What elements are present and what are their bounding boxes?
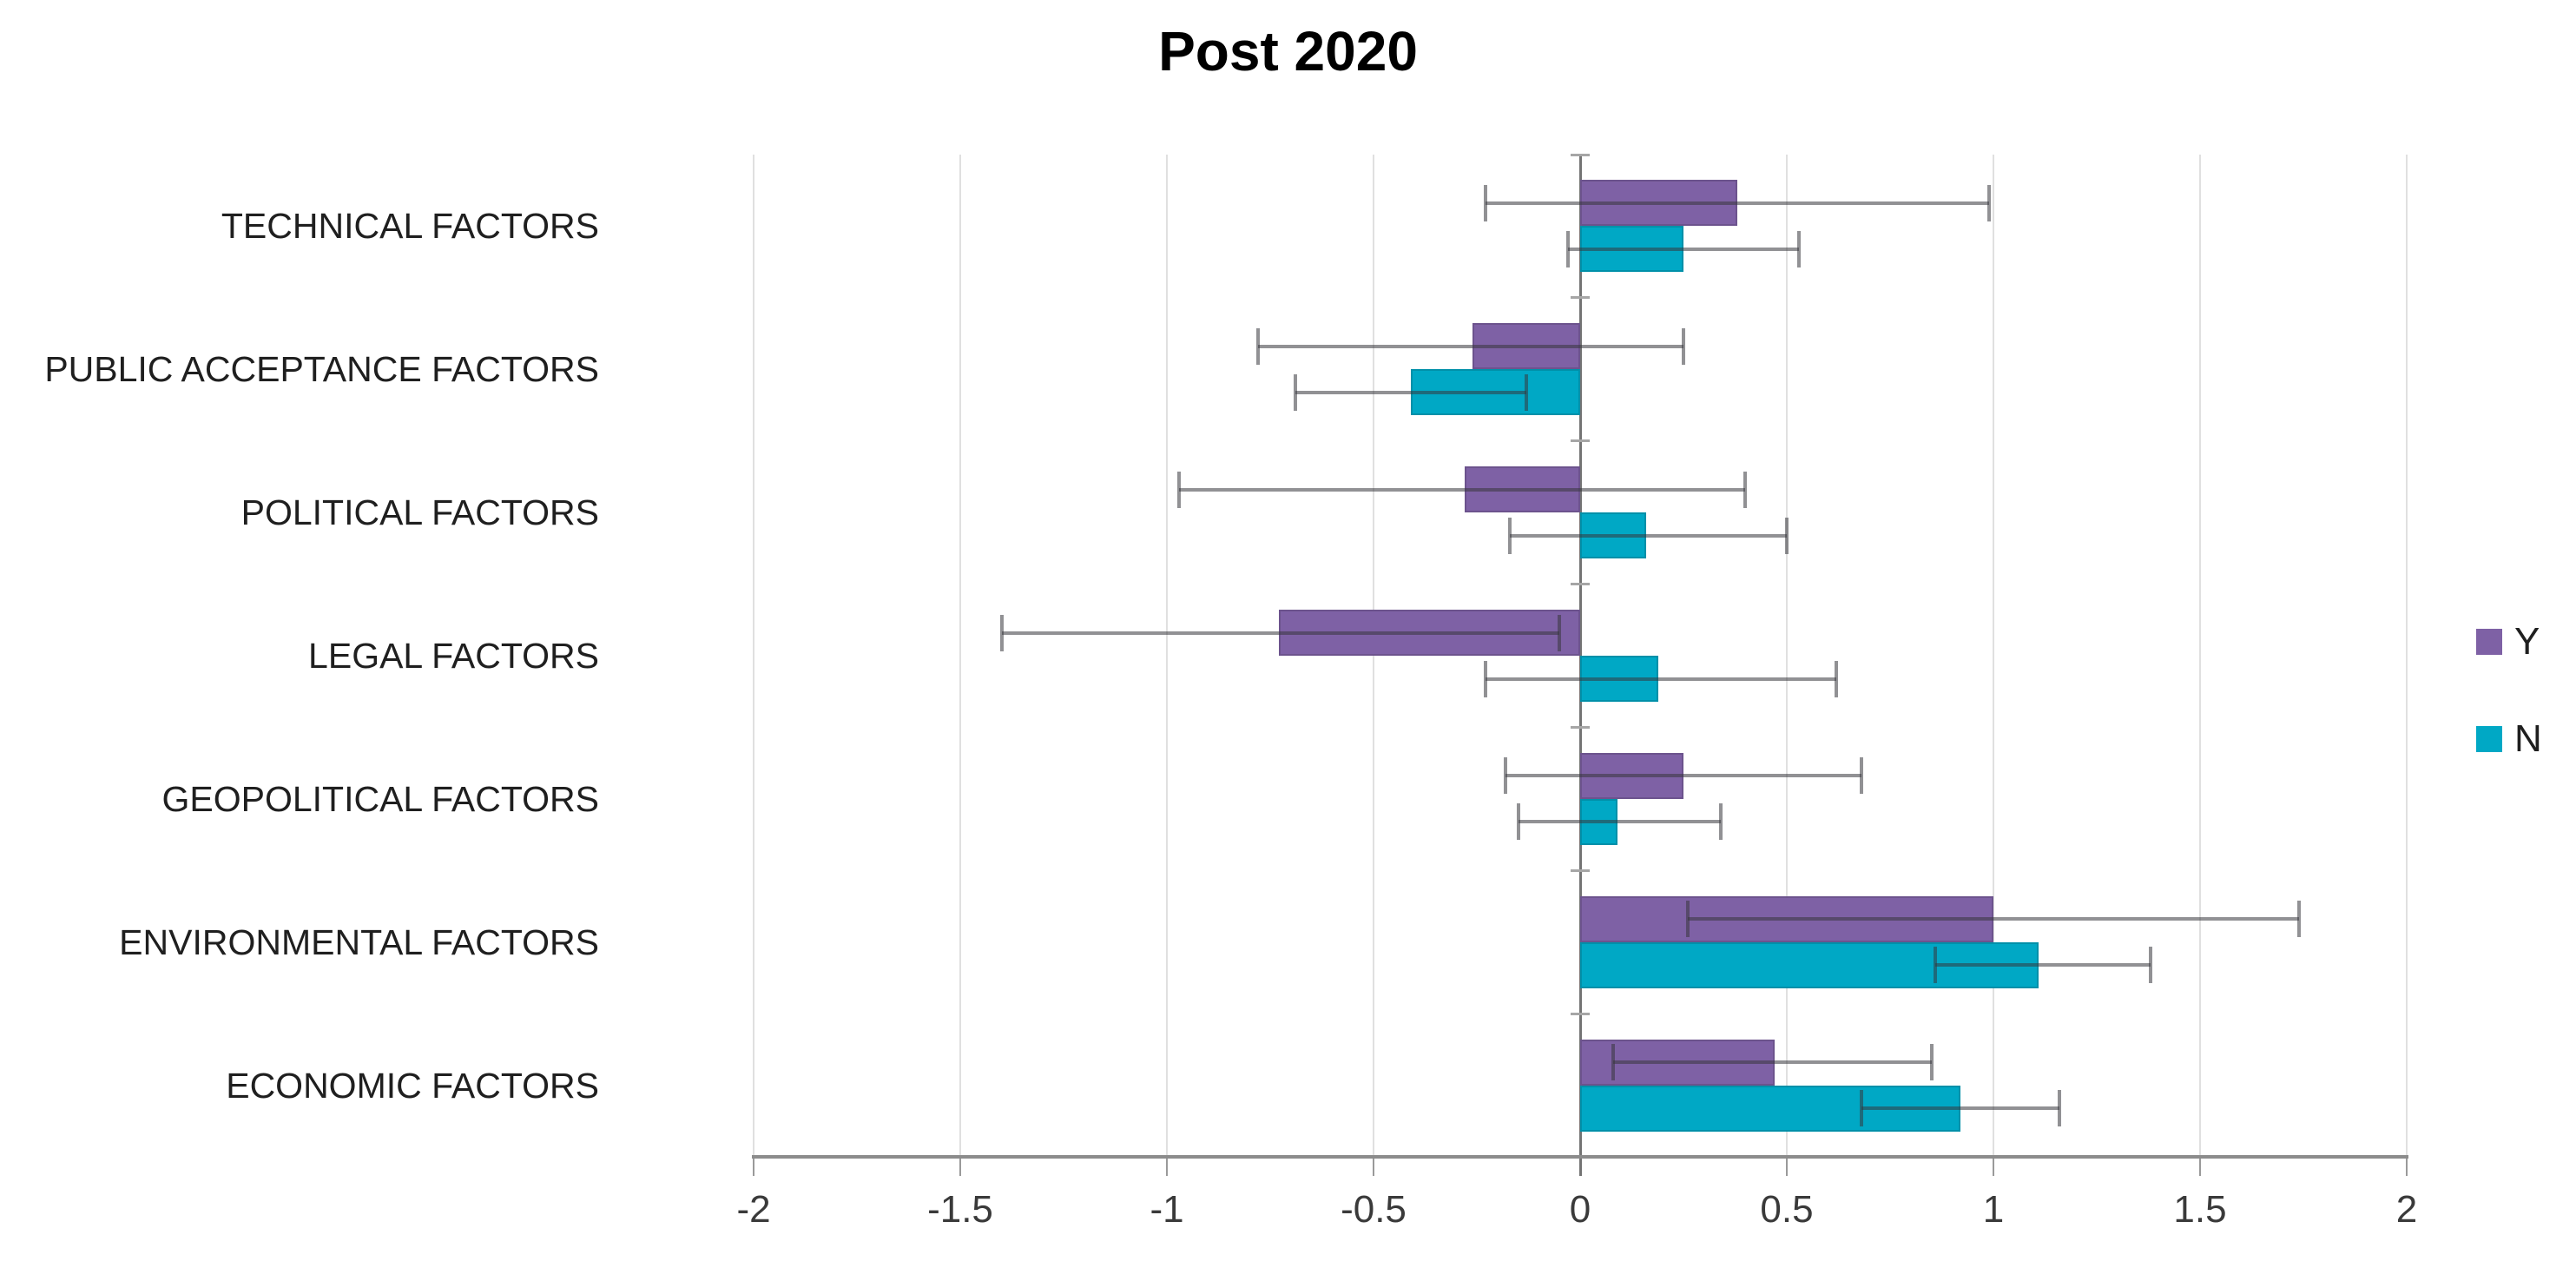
category-label: PUBLIC ACCEPTANCE FACTORS bbox=[44, 349, 599, 390]
x-axis-tick bbox=[753, 1157, 754, 1176]
error-bar-cap-high bbox=[1558, 614, 1562, 651]
error-bar-line bbox=[1505, 774, 1861, 778]
error-bar-cap-low bbox=[999, 614, 1004, 651]
legend-item-n: N bbox=[2476, 717, 2542, 761]
error-bar-cap-low bbox=[1516, 803, 1520, 841]
error-bar-cap-high bbox=[1525, 373, 1529, 411]
x-axis-tick bbox=[1786, 1157, 1788, 1176]
category-axis-tick bbox=[1571, 1012, 1590, 1015]
x-tick-label: -2 bbox=[736, 1188, 771, 1231]
gridline bbox=[2199, 155, 2201, 1157]
gridline bbox=[1373, 155, 1374, 1157]
error-bar-cap-low bbox=[1934, 947, 1938, 984]
x-tick-label: 1 bbox=[1982, 1188, 2005, 1231]
x-axis-tick bbox=[1166, 1157, 1168, 1176]
error-bar-cap-low bbox=[1565, 230, 1570, 267]
error-bar-cap-high bbox=[2148, 947, 2152, 984]
category-axis-tick bbox=[1571, 153, 1590, 156]
category-axis-tick bbox=[1571, 583, 1590, 586]
category-label: TECHNICAL FACTORS bbox=[221, 206, 599, 247]
category-axis-tick bbox=[1571, 439, 1590, 443]
error-bar-cap-high bbox=[1718, 803, 1723, 841]
error-bar-cap-low bbox=[1483, 660, 1487, 697]
gridline bbox=[1993, 155, 1994, 1157]
error-bar-cap-low bbox=[1504, 757, 1508, 795]
x-axis-tick bbox=[2199, 1157, 2201, 1176]
category-label: ECONOMIC FACTORS bbox=[226, 1065, 599, 1106]
category-label: LEGAL FACTORS bbox=[308, 636, 599, 676]
category-label: POLITICAL FACTORS bbox=[240, 492, 599, 533]
legend-label-n: N bbox=[2514, 717, 2542, 760]
x-axis-line bbox=[752, 1155, 2408, 1159]
x-tick-label: 2 bbox=[2395, 1188, 2418, 1231]
x-axis-tick bbox=[2406, 1157, 2408, 1176]
error-bar-cap-low bbox=[1859, 1090, 1863, 1127]
category-axis-tick bbox=[1571, 868, 1590, 872]
error-bar-cap-high bbox=[1929, 1044, 1934, 1081]
error-bar-cap-high bbox=[1859, 757, 1863, 795]
error-bar-line bbox=[1567, 247, 1800, 251]
error-bar-cap-low bbox=[1483, 184, 1487, 221]
legend-label-y: Y bbox=[2514, 620, 2540, 663]
legend-swatch-y bbox=[2476, 629, 2502, 655]
error-bar-cap-high bbox=[2058, 1090, 2062, 1127]
x-tick-label: 0.5 bbox=[1760, 1188, 1814, 1231]
error-bar-cap-low bbox=[1685, 901, 1690, 938]
legend-swatch-n bbox=[2476, 726, 2502, 752]
gridline bbox=[1166, 155, 1168, 1157]
x-tick-label: 1.5 bbox=[2173, 1188, 2227, 1231]
error-bar-cap-low bbox=[1293, 373, 1297, 411]
gridline bbox=[959, 155, 961, 1157]
error-bar-line bbox=[1485, 201, 1990, 205]
x-tick-label: -0.5 bbox=[1341, 1188, 1407, 1231]
x-tick-label: -1.5 bbox=[927, 1188, 993, 1231]
error-bar-cap-high bbox=[1797, 230, 1802, 267]
error-bar-line bbox=[1001, 631, 1560, 635]
error-bar-line bbox=[1295, 390, 1527, 394]
error-bar-cap-high bbox=[1743, 471, 1748, 508]
chart-title: Post 2020 bbox=[1158, 20, 1418, 83]
error-bar-cap-high bbox=[1835, 660, 1839, 697]
x-axis-tick bbox=[1993, 1157, 1994, 1176]
gridline bbox=[1786, 155, 1788, 1157]
error-bar-line bbox=[1257, 344, 1683, 348]
category-label: GEOPOLITICAL FACTORS bbox=[161, 778, 599, 819]
error-bar-line bbox=[1518, 820, 1721, 824]
error-bar-line bbox=[1687, 917, 2300, 921]
error-bar-cap-low bbox=[1508, 517, 1512, 554]
error-bar-line bbox=[1613, 1060, 1932, 1065]
error-bar-line bbox=[1861, 1106, 2060, 1111]
error-bar-cap-low bbox=[1255, 327, 1260, 365]
x-tick-label: -1 bbox=[1150, 1188, 1184, 1231]
category-axis-tick bbox=[1571, 296, 1590, 300]
error-bar-line bbox=[1510, 533, 1787, 538]
error-bar-line bbox=[1179, 487, 1746, 492]
error-bar-cap-high bbox=[1785, 517, 1789, 554]
error-bar-line bbox=[1935, 963, 2151, 968]
x-axis-tick bbox=[1578, 1157, 1582, 1176]
error-bar-cap-low bbox=[1611, 1044, 1616, 1081]
x-tick-label: 0 bbox=[1569, 1188, 1591, 1231]
gridline bbox=[2406, 155, 2408, 1157]
error-bar-cap-high bbox=[1987, 184, 1992, 221]
category-label: ENVIRONMENTAL FACTORS bbox=[119, 921, 599, 962]
error-bar-line bbox=[1485, 677, 1837, 681]
x-axis-tick bbox=[959, 1157, 961, 1176]
error-bar-cap-high bbox=[1682, 327, 1685, 365]
legend-item-y: Y bbox=[2476, 620, 2542, 664]
gridline bbox=[753, 155, 754, 1157]
error-bar-cap-high bbox=[2297, 901, 2302, 938]
x-axis-tick bbox=[1373, 1157, 1374, 1176]
error-bar-cap-low bbox=[1177, 471, 1182, 508]
category-axis-tick bbox=[1571, 725, 1590, 729]
